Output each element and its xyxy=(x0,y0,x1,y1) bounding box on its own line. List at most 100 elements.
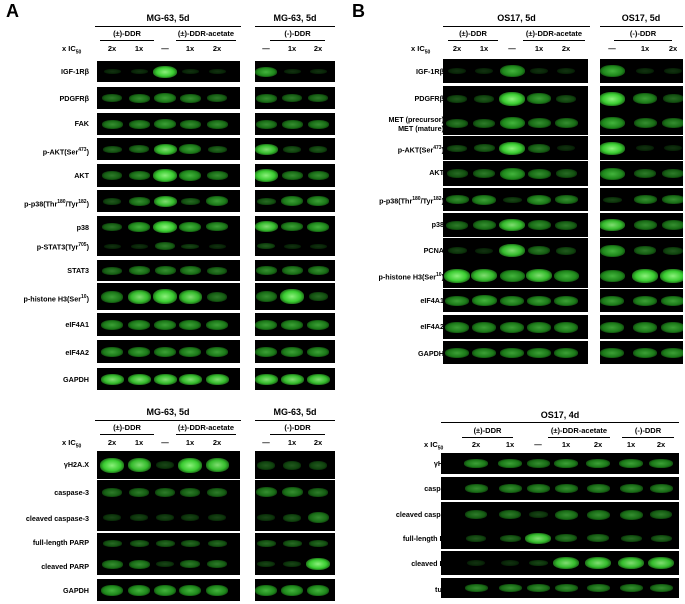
band xyxy=(255,373,278,385)
row-label: MET (mature) xyxy=(398,124,444,133)
band xyxy=(179,319,201,330)
band xyxy=(154,584,176,596)
band xyxy=(525,532,551,544)
blot-strip xyxy=(97,87,240,109)
band xyxy=(499,510,521,519)
band xyxy=(499,91,525,106)
band xyxy=(283,243,301,249)
band xyxy=(309,243,327,249)
blot-strip xyxy=(255,236,335,256)
blot-strip xyxy=(97,236,240,256)
panel-letter-b: B xyxy=(352,1,365,21)
row-label: cleaved caspase-3 xyxy=(395,510,459,519)
band xyxy=(255,584,277,596)
band xyxy=(473,118,495,128)
title-underline xyxy=(95,26,241,27)
blot-strip xyxy=(255,480,335,504)
blot-strip xyxy=(255,313,335,336)
band xyxy=(585,557,611,569)
band xyxy=(179,119,201,129)
band xyxy=(257,243,275,249)
blot-strip xyxy=(443,315,588,339)
band xyxy=(307,171,329,180)
lane-label: 1x xyxy=(134,44,144,53)
band xyxy=(128,319,150,330)
blot-strip xyxy=(255,504,335,531)
band xyxy=(102,94,122,102)
band xyxy=(102,539,122,547)
band xyxy=(255,319,277,330)
blot-strip xyxy=(255,533,335,553)
row-label: p-p38(Thr180/Tyr182) xyxy=(24,199,89,209)
band xyxy=(527,220,551,230)
band xyxy=(473,169,495,178)
band xyxy=(255,291,277,302)
band xyxy=(600,117,625,129)
blot-strip xyxy=(600,263,683,288)
lane-label: 2x xyxy=(212,438,222,447)
band xyxy=(208,69,226,74)
band xyxy=(128,266,150,275)
band xyxy=(103,197,121,205)
lane-label: 2x xyxy=(313,438,323,447)
blot-strip xyxy=(443,213,588,237)
lane-label: — xyxy=(508,44,516,53)
block-title: MG-63, 5d xyxy=(273,13,317,23)
title-underline xyxy=(255,26,335,27)
band xyxy=(281,222,303,231)
band xyxy=(256,539,276,547)
band xyxy=(103,243,121,249)
band xyxy=(206,346,228,357)
band xyxy=(128,221,150,232)
band xyxy=(446,118,468,128)
band xyxy=(180,197,200,205)
blot-strip xyxy=(255,113,335,135)
band xyxy=(207,145,227,153)
band xyxy=(178,457,202,473)
band xyxy=(309,69,327,74)
row-label: STAT3 xyxy=(67,266,89,275)
blot-strip xyxy=(255,138,335,160)
band xyxy=(283,145,301,153)
band xyxy=(499,141,525,155)
lane-label: 2x xyxy=(561,44,571,53)
band xyxy=(527,347,551,358)
blot-strip xyxy=(97,260,240,281)
group-underline xyxy=(176,40,236,41)
band xyxy=(502,196,522,203)
lane-label: 1x xyxy=(479,44,489,53)
row-label: γH2A.X xyxy=(63,460,89,469)
blot-strip xyxy=(97,368,240,390)
blot-strip xyxy=(443,59,588,83)
row-label: p-histone H3(Ser10) xyxy=(23,294,89,304)
band xyxy=(154,266,176,275)
band xyxy=(600,65,625,77)
row-label: IGF-1Rβ xyxy=(416,67,444,76)
group-label: (±)-DDR xyxy=(113,423,141,432)
lane-label: — xyxy=(534,440,542,449)
lane-label: — xyxy=(262,44,270,53)
block-title: MG-63, 5d xyxy=(146,407,190,417)
band xyxy=(636,68,654,74)
group-label: (±)-DDR xyxy=(459,29,487,38)
blot-strip xyxy=(97,553,240,575)
band xyxy=(600,347,624,358)
band xyxy=(633,118,657,128)
band xyxy=(501,560,519,566)
band xyxy=(153,169,177,182)
band xyxy=(179,170,201,181)
row-label: GAPDH xyxy=(418,349,444,358)
band xyxy=(257,460,275,470)
group-underline xyxy=(548,437,610,438)
band xyxy=(257,561,275,567)
band xyxy=(128,196,150,206)
band xyxy=(255,143,278,155)
band xyxy=(661,347,683,358)
band xyxy=(180,487,200,497)
band xyxy=(649,484,673,493)
band xyxy=(154,319,176,330)
band xyxy=(662,169,683,178)
band xyxy=(154,119,176,129)
band xyxy=(207,539,227,547)
blot-strip xyxy=(255,216,335,237)
